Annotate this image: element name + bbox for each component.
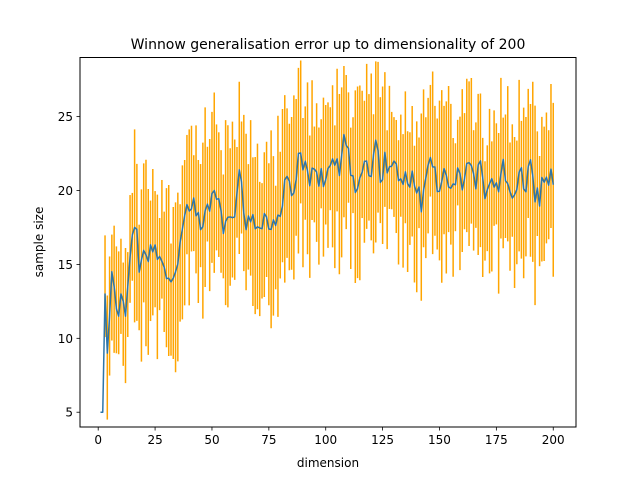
x-tick-label: 25	[147, 433, 162, 447]
plot-frame	[79, 57, 577, 428]
x-tick-label: 125	[371, 433, 394, 447]
chart-title: Winnow generalisation error up to dimens…	[131, 37, 526, 53]
y-axis-label: sample size	[32, 207, 46, 278]
x-tick-label: 50	[204, 433, 219, 447]
x-tick-label: 100	[314, 433, 337, 447]
x-tick-label: 0	[94, 433, 102, 447]
x-axis-label: dimension	[297, 456, 359, 470]
y-tick-label: 15	[58, 258, 73, 272]
mean-line	[100, 133, 554, 413]
y-tick-label: 10	[58, 332, 73, 346]
x-tick-label: 150	[428, 433, 451, 447]
y-tick-label: 25	[58, 110, 73, 124]
y-axis: 5 10 15 20 25	[58, 110, 80, 420]
y-tick-label: 5	[65, 406, 73, 420]
x-axis: 0 25 50 75 100 125 150 175 200	[94, 427, 565, 447]
y-tick-label: 20	[58, 184, 73, 198]
x-tick-label: 175	[485, 433, 508, 447]
x-tick-label: 75	[261, 433, 276, 447]
x-tick-label: 200	[542, 433, 565, 447]
